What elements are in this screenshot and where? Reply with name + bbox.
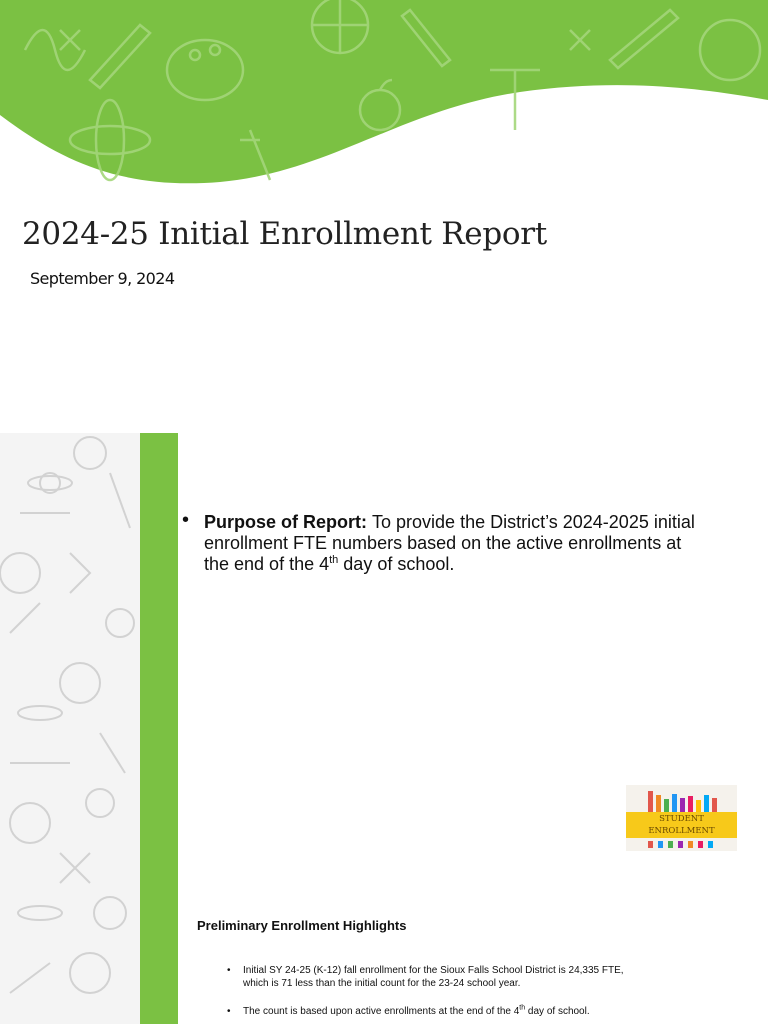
logo-text: STUDENT ENROLLMENT <box>626 813 737 837</box>
purpose-bullet: • Purpose of Report: To provide the Distr… <box>182 509 705 575</box>
logo-line: ENROLLMENT <box>648 826 715 836</box>
highlight-text: Initial SY 24-25 (K-12) fall enrollment … <box>243 965 624 989</box>
superscript: th <box>329 554 339 566</box>
bullet: • <box>182 509 190 531</box>
highlight-tail: day of school. <box>525 1006 590 1017</box>
enrollment-logo <box>626 785 737 851</box>
highlights-heading: Preliminary Enrollment Highlights <box>197 918 407 933</box>
side-pattern <box>0 433 178 1024</box>
header-wave <box>0 0 768 184</box>
purpose-label: Purpose of Report: <box>204 512 368 532</box>
purpose-tail: day of school. <box>338 554 455 574</box>
report-title: 2024-25 Initial Enrollment Report <box>22 216 547 252</box>
superscript: th <box>519 1004 526 1012</box>
highlight-item: The count is based upon active enrollmen… <box>225 1005 625 1018</box>
highlight-item: Initial SY 24-25 (K-12) fall enrollment … <box>225 964 625 990</box>
highlight-text: The count is based upon active enrollmen… <box>243 1006 520 1017</box>
logo-line: STUDENT <box>659 814 704 824</box>
purpose-body: To provide the District’s 2024-2025 init… <box>204 512 695 574</box>
purpose-text: Purpose of Report: To provide the Distric… <box>204 512 705 575</box>
report-date: September 9, 2024 <box>30 269 175 288</box>
highlights-list: Initial SY 24-25 (K-12) fall enrollment … <box>225 964 625 1033</box>
